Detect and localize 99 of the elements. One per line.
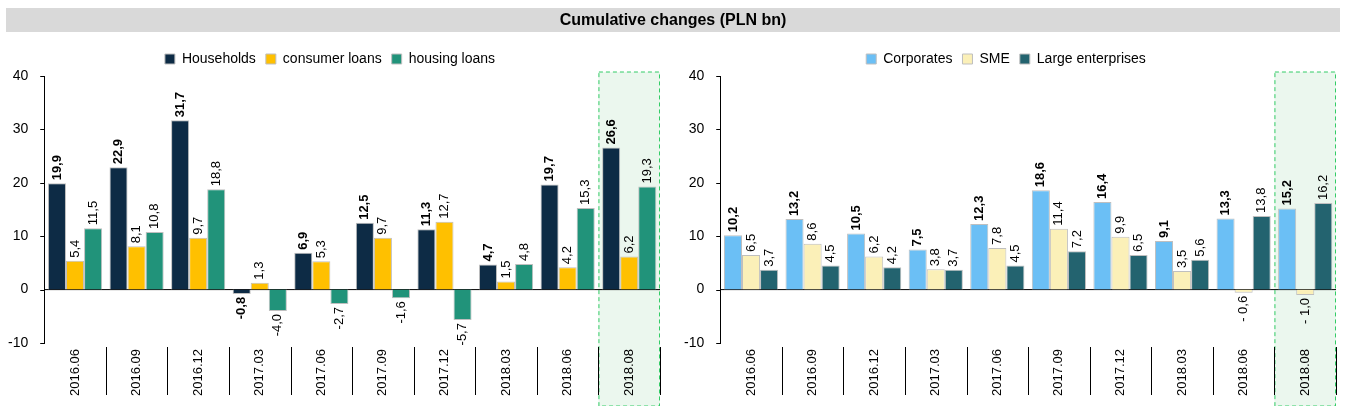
x-tick-label: 2017.12 xyxy=(1112,349,1128,397)
x-tick-label: 2016.12 xyxy=(189,349,205,397)
data-label: 12,5 xyxy=(356,194,372,220)
x-tick-label: 2016.09 xyxy=(804,349,820,397)
data-label: 15,2 xyxy=(1278,180,1294,206)
data-label: 26,6 xyxy=(602,119,618,145)
data-label: 16,4 xyxy=(1094,172,1109,200)
data-label: - 0,6 xyxy=(1235,295,1251,322)
y-tick-label: 40 xyxy=(688,66,705,83)
data-label: 13,8 xyxy=(1253,187,1269,213)
data-label: -4,0 xyxy=(269,313,285,337)
x-tick-label: 2018.08 xyxy=(1296,349,1312,397)
legend-label: SME xyxy=(979,49,1010,66)
y-tick-label: 10 xyxy=(688,227,705,244)
legend-label: Corporates xyxy=(883,49,953,66)
data-label: 19,7 xyxy=(541,156,557,182)
data-label: 3,7 xyxy=(945,248,961,267)
data-label: 13,2 xyxy=(786,190,802,217)
y-tick-label: 20 xyxy=(12,173,29,190)
y-tick-label: 0 xyxy=(696,280,705,297)
y-tick-label: 40 xyxy=(12,66,29,83)
data-label: 1,5 xyxy=(497,260,513,279)
x-tick-label: 2018.03 xyxy=(497,349,513,397)
x-tick-label: 2016.06 xyxy=(742,349,758,397)
data-label: 22,9 xyxy=(110,139,126,165)
data-label: 4,7 xyxy=(479,243,495,262)
x-tick-label: 2018.06 xyxy=(559,349,575,397)
data-label: 18,6 xyxy=(1032,161,1048,188)
data-label: 9,7 xyxy=(374,216,390,235)
chart-title: Cumulative changes (PLN bn) xyxy=(6,8,1340,32)
data-label: -0,8 xyxy=(233,296,249,320)
data-label: -5,7 xyxy=(454,323,470,346)
data-label: 7,2 xyxy=(1068,230,1084,249)
data-label: 3,8 xyxy=(927,248,943,267)
data-label: 16,2 xyxy=(1314,174,1330,201)
data-label: 31,7 xyxy=(171,92,187,118)
x-tick-label: 2016.12 xyxy=(865,349,881,397)
data-label: 12,3 xyxy=(970,195,986,221)
data-label: - 1,0 xyxy=(1296,297,1312,324)
data-label: 9,1 xyxy=(1155,219,1171,239)
data-label: 6,5 xyxy=(1130,233,1146,252)
data-label: -1,6 xyxy=(392,301,408,324)
x-tick-label: 2017.06 xyxy=(312,349,328,397)
data-label: 7,5 xyxy=(909,228,925,247)
data-label: 3,5 xyxy=(1173,249,1189,268)
data-label: 13,3 xyxy=(1217,190,1233,216)
data-label: 11,4 xyxy=(1050,201,1066,226)
legend-label: Large enterprises xyxy=(1036,49,1146,66)
data-label: 4,5 xyxy=(1006,244,1022,263)
y-tick-label: 30 xyxy=(688,120,705,137)
legend-label: Households xyxy=(181,49,256,66)
data-label: 5,4 xyxy=(66,239,82,258)
data-label: 6,2 xyxy=(620,235,636,254)
data-label: 6,2 xyxy=(865,235,881,254)
data-label: 8,1 xyxy=(128,225,144,244)
x-tick-label: 2017.09 xyxy=(374,349,390,397)
y-tick-label: -10 xyxy=(8,333,29,350)
data-label: 19,3 xyxy=(638,158,654,184)
data-label: 8,6 xyxy=(804,222,820,241)
data-label: 6,9 xyxy=(294,231,310,250)
x-tick-label: 2017.06 xyxy=(988,349,1004,397)
data-label: 11,3 xyxy=(418,201,433,227)
x-tick-label: 2017.03 xyxy=(251,349,267,397)
x-tick-label: 2018.06 xyxy=(1235,349,1251,397)
y-tick-label: 30 xyxy=(12,120,29,137)
data-label: 5,6 xyxy=(1191,238,1207,257)
y-tick-label: 0 xyxy=(20,280,29,297)
data-label: -2,7 xyxy=(330,307,346,330)
data-label: 11,5 xyxy=(84,200,100,226)
x-tick-label: 2018.08 xyxy=(620,349,636,397)
legend-label: consumer loans xyxy=(282,49,382,66)
data-label: 4,2 xyxy=(883,246,899,265)
x-tick-label: 2016.06 xyxy=(66,349,82,397)
y-tick-label: 10 xyxy=(12,227,29,244)
x-tick-label: 2017.12 xyxy=(436,349,452,397)
data-label: 10,8 xyxy=(146,203,162,229)
x-tick-label: 2017.03 xyxy=(927,349,943,397)
data-label: 1,3 xyxy=(251,261,267,280)
data-label: 4,8 xyxy=(515,242,531,261)
data-label: 7,8 xyxy=(988,226,1004,245)
data-label: 10,2 xyxy=(724,206,740,233)
data-label: 4,5 xyxy=(822,244,838,263)
legend-label: housing loans xyxy=(408,49,496,66)
data-label: 3,7 xyxy=(760,248,776,267)
data-label: 18,8 xyxy=(207,160,223,187)
data-label: 9,7 xyxy=(189,216,205,235)
data-label: 9,9 xyxy=(1112,215,1128,234)
x-tick-label: 2016.09 xyxy=(128,349,144,397)
data-label: 10,5 xyxy=(847,205,863,231)
x-tick-label: 2017.09 xyxy=(1050,349,1066,397)
x-tick-label: 2018.03 xyxy=(1173,349,1189,397)
data-label: 4,2 xyxy=(559,246,575,265)
data-label: 12,7 xyxy=(436,193,452,219)
y-tick-label: 20 xyxy=(688,173,705,190)
data-label: 5,3 xyxy=(312,240,328,259)
data-label: 15,3 xyxy=(577,179,593,205)
y-tick-label: -10 xyxy=(684,333,705,350)
data-label: 19,9 xyxy=(48,155,64,181)
data-label: 6,5 xyxy=(742,233,758,252)
